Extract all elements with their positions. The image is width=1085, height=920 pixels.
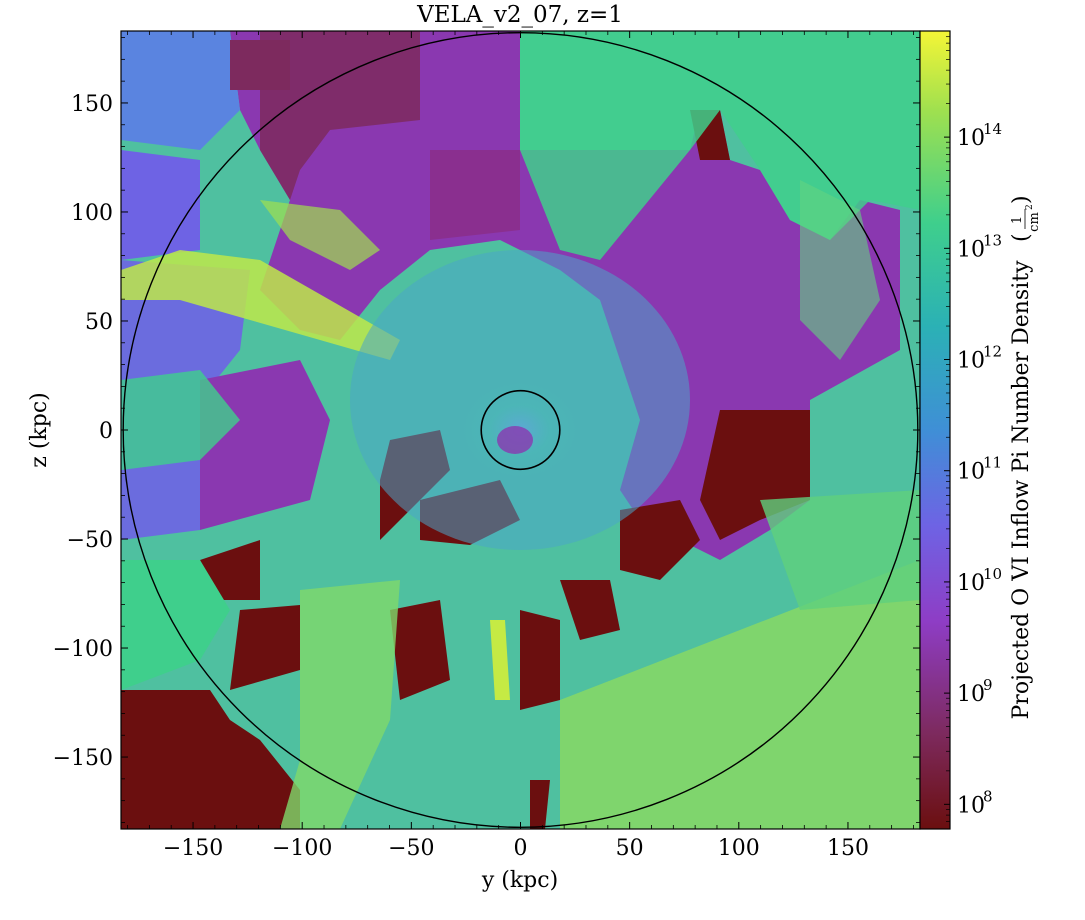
colorbar-label: Projected O VI Inflow Pi Number Density xyxy=(1009,260,1034,720)
x-tick-label: −150 xyxy=(163,836,223,861)
colorbar-tick-exponent: 10 xyxy=(983,565,1002,583)
heatmap-image xyxy=(121,31,920,829)
y-tick-label: 0 xyxy=(99,419,113,444)
y-tick-label: −50 xyxy=(67,528,113,553)
x-axis-label: y (kpc) xyxy=(481,868,558,893)
x-tick-label: −100 xyxy=(272,836,332,861)
y-tick-label: −100 xyxy=(53,637,113,662)
colorbar-tick-label: 10 xyxy=(957,460,985,485)
colorbar-tick-exponent: 14 xyxy=(983,120,1002,138)
x-axis-ticks: −150 −100 −50 0 50 100 150 xyxy=(127,31,914,861)
x-tick-label: 50 xyxy=(616,836,644,861)
colorbar-unit-paren-close: ) xyxy=(1009,195,1034,204)
y-axis-label: z (kpc) xyxy=(27,392,52,468)
colorbar-tick-exponent: 9 xyxy=(983,676,993,694)
y-tick-label: −150 xyxy=(53,746,113,771)
colorbar-tick-exponent: 11 xyxy=(983,454,1002,472)
chart-title: VELA_v2_07, z=1 xyxy=(416,2,623,28)
colorbar-label-group: Projected O VI Inflow Pi Number Density … xyxy=(1009,195,1042,719)
y-tick-label: 150 xyxy=(71,92,113,117)
colorbar-tick-exponent: 8 xyxy=(983,787,993,805)
galaxy-radius-circle xyxy=(480,389,561,471)
colorbar-unit-paren-open: ( xyxy=(1009,233,1034,242)
colorbar-tick-label: 10 xyxy=(957,793,985,818)
colorbar-tick-exponent: 13 xyxy=(983,231,1002,249)
y-tick-label: 50 xyxy=(85,310,113,335)
colorbar-tick-label: 10 xyxy=(957,237,985,262)
colorbar xyxy=(919,30,951,830)
colorbar-unit-denominator: cm xyxy=(1027,212,1042,232)
x-tick-label: 0 xyxy=(514,836,528,861)
colorbar-tick-label: 10 xyxy=(957,682,985,707)
colorbar-tick-label: 10 xyxy=(957,571,985,596)
colorbar-unit-denominator-exp: 2 xyxy=(1025,204,1035,210)
colorbar-tick-exponent: 12 xyxy=(983,343,1002,361)
colorbar-unit-numerator: 1 xyxy=(1010,216,1025,224)
y-axis-ticks: −150 −100 −50 0 50 100 150 xyxy=(53,37,920,823)
colorbar-tick-label: 10 xyxy=(957,126,985,151)
y-tick-label: 100 xyxy=(71,201,113,226)
x-tick-label: 100 xyxy=(718,836,760,861)
colorbar-tick-label: 10 xyxy=(957,349,985,374)
x-tick-label: 150 xyxy=(827,836,869,861)
x-tick-label: −50 xyxy=(388,836,434,861)
